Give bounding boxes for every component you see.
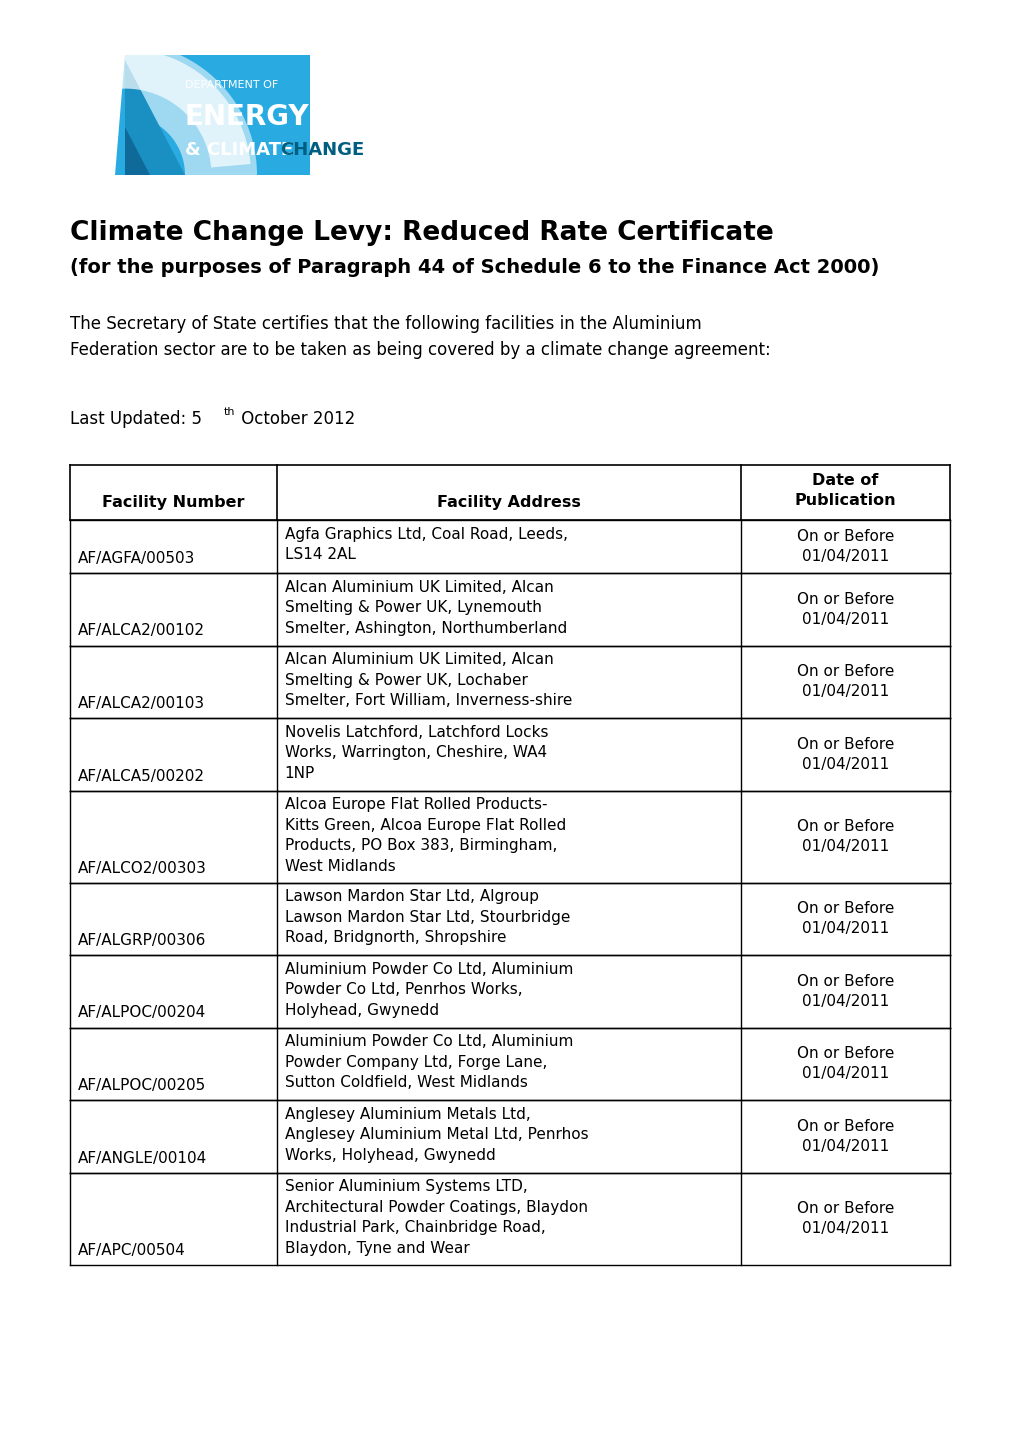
Text: Alcan Aluminium UK Limited, Alcan
Smelting & Power UK, Lynemouth
Smelter, Ashing: Alcan Aluminium UK Limited, Alcan Smelti… bbox=[284, 580, 567, 636]
Polygon shape bbox=[125, 43, 257, 174]
Text: Facility Number: Facility Number bbox=[102, 495, 245, 510]
Text: Climate Change Levy: Reduced Rate Certificate: Climate Change Levy: Reduced Rate Certif… bbox=[70, 221, 773, 247]
Text: AF/ALCA2/00103: AF/ALCA2/00103 bbox=[77, 696, 205, 711]
Text: AF/ALPOC/00204: AF/ALPOC/00204 bbox=[77, 1005, 206, 1021]
Text: On or Before
01/04/2011: On or Before 01/04/2011 bbox=[796, 1119, 893, 1154]
Polygon shape bbox=[93, 49, 251, 167]
Text: On or Before
01/04/2011: On or Before 01/04/2011 bbox=[796, 529, 893, 564]
Text: AF/AGFA/00503: AF/AGFA/00503 bbox=[77, 551, 196, 567]
Text: Last Updated: 5: Last Updated: 5 bbox=[70, 410, 202, 428]
Text: DEPARTMENT OF: DEPARTMENT OF bbox=[184, 79, 278, 89]
Text: CHANGE: CHANGE bbox=[280, 141, 364, 159]
Text: On or Before
01/04/2011: On or Before 01/04/2011 bbox=[796, 1201, 893, 1236]
Polygon shape bbox=[115, 55, 310, 174]
Text: AF/APC/00504: AF/APC/00504 bbox=[77, 1243, 185, 1257]
Text: Novelis Latchford, Latchford Locks
Works, Warrington, Cheshire, WA4
1NP: Novelis Latchford, Latchford Locks Works… bbox=[284, 725, 548, 780]
Text: (for the purposes of Paragraph 44 of Schedule 6 to the Finance Act 2000): (for the purposes of Paragraph 44 of Sch… bbox=[70, 258, 878, 277]
Text: On or Before
01/04/2011: On or Before 01/04/2011 bbox=[796, 973, 893, 1009]
Text: Alcan Aluminium UK Limited, Alcan
Smelting & Power UK, Lochaber
Smelter, Fort Wi: Alcan Aluminium UK Limited, Alcan Smelti… bbox=[284, 652, 572, 708]
Text: Lawson Mardon Star Ltd, Algroup
Lawson Mardon Star Ltd, Stourbridge
Road, Bridgn: Lawson Mardon Star Ltd, Algroup Lawson M… bbox=[284, 890, 570, 946]
Text: Senior Aluminium Systems LTD,
Architectural Powder Coatings, Blaydon
Industrial : Senior Aluminium Systems LTD, Architectu… bbox=[284, 1180, 587, 1256]
Text: Date of
Publication: Date of Publication bbox=[794, 473, 896, 508]
Polygon shape bbox=[125, 127, 150, 174]
Text: AF/ALPOC/00205: AF/ALPOC/00205 bbox=[77, 1079, 206, 1093]
Text: On or Before
01/04/2011: On or Before 01/04/2011 bbox=[796, 665, 893, 699]
Text: Anglesey Aluminium Metals Ltd,
Anglesey Aluminium Metal Ltd, Penrhos
Works, Holy: Anglesey Aluminium Metals Ltd, Anglesey … bbox=[284, 1107, 588, 1162]
Text: AF/ANGLE/00104: AF/ANGLE/00104 bbox=[77, 1151, 207, 1165]
Text: On or Before
01/04/2011: On or Before 01/04/2011 bbox=[796, 1045, 893, 1082]
Text: ENERGY: ENERGY bbox=[184, 102, 310, 131]
Text: On or Before
01/04/2011: On or Before 01/04/2011 bbox=[796, 737, 893, 771]
Text: & CLIMATE: & CLIMATE bbox=[184, 141, 293, 159]
Text: Aluminium Powder Co Ltd, Aluminium
Powder Company Ltd, Forge Lane,
Sutton Coldfi: Aluminium Powder Co Ltd, Aluminium Powde… bbox=[284, 1034, 573, 1090]
Text: On or Before
01/04/2011: On or Before 01/04/2011 bbox=[796, 591, 893, 627]
Text: AF/ALCA2/00102: AF/ALCA2/00102 bbox=[77, 623, 205, 639]
Text: Agfa Graphics Ltd, Coal Road, Leeds,
LS14 2AL: Agfa Graphics Ltd, Coal Road, Leeds, LS1… bbox=[284, 526, 568, 562]
Text: The Secretary of State certifies that the following facilities in the Aluminium
: The Secretary of State certifies that th… bbox=[70, 314, 770, 359]
Text: AF/ALCA5/00202: AF/ALCA5/00202 bbox=[77, 769, 205, 783]
Text: th: th bbox=[224, 407, 235, 417]
Text: Alcoa Europe Flat Rolled Products-
Kitts Green, Alcoa Europe Flat Rolled
Product: Alcoa Europe Flat Rolled Products- Kitts… bbox=[284, 797, 566, 874]
Text: On or Before
01/04/2011: On or Before 01/04/2011 bbox=[796, 819, 893, 854]
Text: AF/ALCO2/00303: AF/ALCO2/00303 bbox=[77, 861, 207, 875]
Text: AF/ALGRP/00306: AF/ALGRP/00306 bbox=[77, 933, 206, 947]
Polygon shape bbox=[125, 61, 184, 174]
Text: Facility Address: Facility Address bbox=[436, 495, 580, 510]
Text: On or Before
01/04/2011: On or Before 01/04/2011 bbox=[796, 901, 893, 936]
Text: October 2012: October 2012 bbox=[235, 410, 355, 428]
Text: Aluminium Powder Co Ltd, Aluminium
Powder Co Ltd, Penrhos Works,
Holyhead, Gwyne: Aluminium Powder Co Ltd, Aluminium Powde… bbox=[284, 962, 573, 1018]
